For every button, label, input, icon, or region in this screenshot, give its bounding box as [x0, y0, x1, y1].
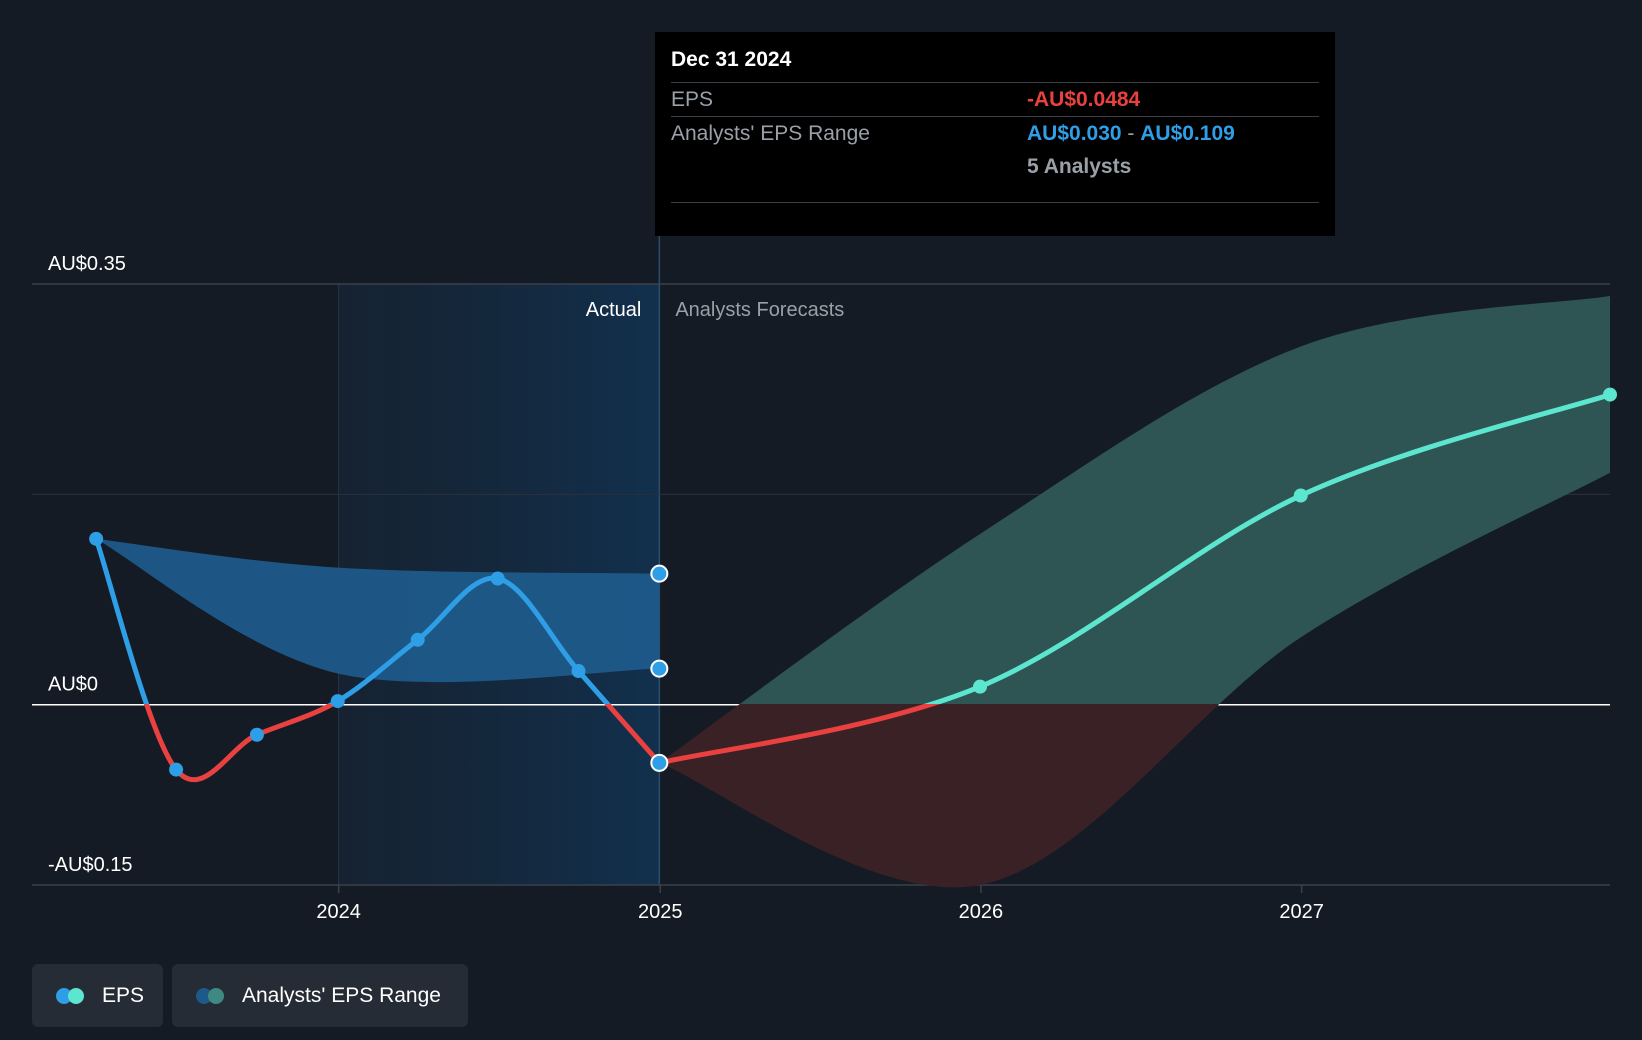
tooltip-range-row: Analysts' EPS Range AU$0.030 - AU$0.109 [671, 116, 1319, 150]
y-tick-label: -AU$0.15 [48, 854, 133, 876]
forecast-section-label: Analysts Forecasts [675, 299, 844, 321]
eps-actual-point [650, 753, 669, 772]
forecast-eps-range-band-positive [739, 296, 1610, 704]
legend-range-dot-forecast [208, 987, 224, 1004]
tooltip-range-label: Analysts' EPS Range [671, 121, 870, 145]
eps-actual-point [571, 664, 586, 679]
eps-actual-point [249, 727, 264, 742]
eps-actual-point [410, 632, 425, 647]
legend-analysts-eps-range[interactable]: Analysts' EPS Range [172, 964, 468, 1027]
legend-range-swatch [196, 987, 226, 1004]
legend-eps-dot-forecast [68, 987, 84, 1004]
eps-forecast-line-positive [923, 392, 1613, 704]
tooltip-divider [671, 202, 1319, 203]
eps-actual-point [89, 531, 104, 546]
eps-actual-point [169, 762, 184, 777]
tooltip: Dec 31 2024 EPS -AU$0.0484 Analysts' EPS… [655, 32, 1335, 236]
x-tick-label: 2025 [638, 901, 683, 923]
tooltip-analyst-count: 5 Analysts [1027, 155, 1132, 178]
eps-forecast-point [1293, 488, 1308, 503]
y-tick-label: AU$0 [48, 674, 98, 696]
actual-eps-range-band [96, 538, 660, 683]
eps-forecast-line-negative [656, 704, 941, 766]
tooltip-eps-value: -AU$0.0484 [1027, 87, 1141, 111]
x-tick-label: 2026 [959, 901, 1004, 923]
eps-actual-point [330, 694, 345, 709]
eps-forecast-point [973, 679, 988, 694]
legend-range-label: Analysts' EPS Range [242, 983, 441, 1007]
tooltip-range-separator: - [1121, 121, 1141, 145]
tooltip-date: Dec 31 2024 [671, 48, 792, 71]
eps-forecast-point [1603, 387, 1617, 402]
forecast-eps-range-band-negative [659, 704, 1220, 888]
legend-eps-label: EPS [102, 983, 145, 1007]
range-high-point [650, 564, 669, 583]
tooltip-range-low: AU$0.030 [1027, 121, 1122, 145]
y-tick-label: AU$0.35 [48, 253, 126, 275]
eps-actual-line-positive [93, 536, 611, 704]
tooltip-eps-row: EPS -AU$0.0484 [671, 82, 1319, 116]
legend-eps-swatch [56, 987, 86, 1004]
range-low-point [650, 659, 669, 678]
x-tick-label: 2027 [1279, 901, 1324, 923]
tooltip-range-high: AU$0.109 [1140, 121, 1235, 145]
legend-eps[interactable]: EPS [32, 964, 163, 1027]
tooltip-eps-label: EPS [671, 87, 714, 111]
eps-actual-point [490, 571, 505, 586]
actual-section-label: Actual [586, 299, 642, 321]
x-tick-label: 2024 [316, 901, 361, 923]
